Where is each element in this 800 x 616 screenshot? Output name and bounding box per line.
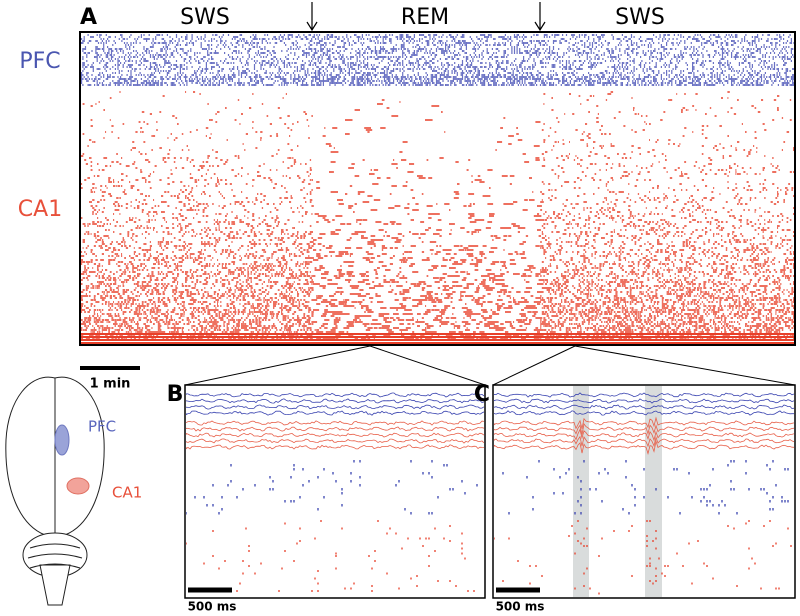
folia bbox=[27, 543, 83, 569]
lfp-trace bbox=[186, 398, 484, 404]
lfp-trace bbox=[186, 404, 484, 410]
ripple-band bbox=[573, 386, 589, 597]
lfp-trace bbox=[186, 438, 484, 444]
ca1-dense-rows bbox=[81, 333, 794, 344]
lfp-trace bbox=[494, 423, 794, 436]
brain-label: PFC bbox=[88, 418, 116, 436]
lfp-trace bbox=[186, 392, 484, 398]
panel-letter: A bbox=[80, 5, 97, 30]
transition-arrows bbox=[306, 2, 546, 32]
lfp-trace bbox=[186, 432, 484, 438]
pfc-spikes bbox=[186, 460, 478, 515]
panel-letter: C bbox=[474, 382, 490, 407]
lfp-trace bbox=[186, 444, 484, 450]
zoom-line bbox=[184, 345, 371, 386]
lfp-trace bbox=[186, 410, 484, 416]
panel-letter: B bbox=[167, 382, 184, 407]
scale-label: 1 min bbox=[90, 377, 131, 392]
scale-label: 500 ms bbox=[188, 600, 237, 614]
pfc-spikes bbox=[81, 34, 794, 86]
ca1-spikes bbox=[494, 520, 792, 595]
raster-a bbox=[81, 34, 794, 344]
panel-frame bbox=[492, 384, 796, 599]
ca1-site bbox=[66, 477, 90, 495]
hemisphere bbox=[5, 376, 56, 536]
state-label: SWS bbox=[615, 5, 665, 30]
scale-label: 500 ms bbox=[496, 600, 545, 614]
lfp-trace bbox=[494, 439, 794, 455]
lfp-trace bbox=[494, 392, 794, 398]
region-label: PFC bbox=[19, 49, 60, 74]
ca1-spikes bbox=[186, 520, 475, 592]
ripple-band bbox=[645, 386, 662, 597]
brain-drawing bbox=[5, 376, 105, 606]
state-label: REM bbox=[401, 5, 449, 30]
brainstem bbox=[39, 564, 71, 606]
lfp-trace bbox=[494, 435, 794, 448]
zoom-line bbox=[574, 345, 796, 386]
lfp-trace bbox=[494, 410, 794, 416]
panel-frame bbox=[79, 31, 796, 346]
zoom-lines bbox=[184, 345, 796, 386]
lfp-trace bbox=[494, 404, 794, 410]
arrow bbox=[306, 2, 318, 32]
lfp-trace bbox=[186, 420, 484, 426]
lfp-trace bbox=[186, 426, 484, 432]
lfp-trace bbox=[494, 398, 794, 404]
arrow bbox=[534, 2, 546, 32]
raster-b bbox=[186, 392, 484, 592]
ca1-spikes bbox=[81, 91, 794, 341]
lfp-trace bbox=[494, 416, 794, 430]
panel-frame bbox=[184, 384, 486, 599]
brain-label: CA1 bbox=[112, 484, 142, 502]
zoom-line bbox=[492, 345, 576, 386]
zoom-line bbox=[369, 345, 486, 386]
state-label: SWS bbox=[180, 5, 230, 30]
pfc-spikes bbox=[502, 460, 789, 515]
pfc-site bbox=[54, 424, 70, 456]
raster-c bbox=[494, 392, 794, 595]
region-label: CA1 bbox=[18, 197, 62, 222]
hemisphere bbox=[54, 376, 105, 536]
lfp-trace bbox=[494, 428, 794, 442]
